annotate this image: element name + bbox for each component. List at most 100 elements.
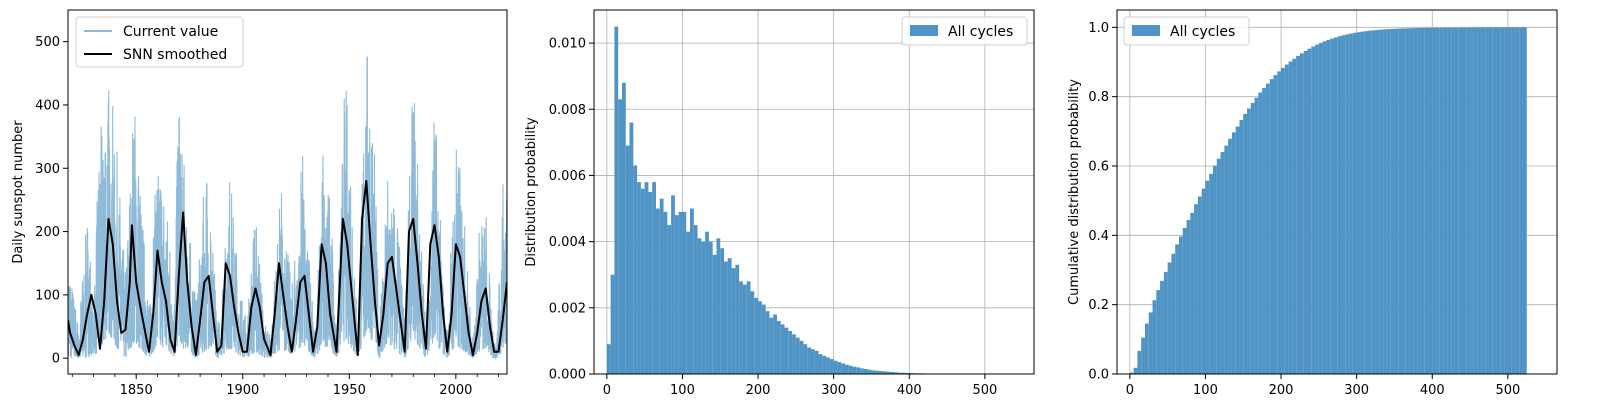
legend-box — [901, 16, 1028, 46]
histogram-bar — [795, 337, 800, 374]
histogram-bar — [720, 248, 725, 374]
histogram-bar — [621, 82, 626, 375]
cumulative-bar — [1462, 27, 1467, 375]
cumulative-bar — [1277, 71, 1282, 374]
cumulative-bar — [1231, 132, 1236, 374]
histogram-bar — [894, 372, 898, 374]
histogram-bar — [844, 364, 849, 374]
histogram-bar — [788, 330, 793, 374]
cumulative-bar — [1470, 27, 1474, 374]
cumulative-bar — [1447, 27, 1452, 375]
histogram-bar — [852, 366, 857, 374]
y-tick-label: 100 — [35, 288, 60, 303]
histogram-bar — [693, 225, 698, 374]
histogram-bar — [655, 208, 660, 374]
x-tick-label: 300 — [821, 383, 846, 398]
cumulative-bar — [1311, 46, 1316, 375]
histogram-bar — [610, 274, 615, 374]
histogram-bar — [625, 145, 630, 374]
histogram-bar — [674, 215, 679, 374]
cumulative-bar — [1439, 27, 1444, 375]
cumulative-bar — [1413, 28, 1418, 374]
histogram-bar — [735, 264, 740, 374]
cumulative-bar — [1281, 67, 1285, 375]
cumulative-bar — [1186, 220, 1191, 374]
histogram-bar — [848, 365, 853, 374]
x-tick-label: 2000 — [439, 383, 472, 398]
histogram-bar — [637, 182, 641, 374]
cumulative-bar — [1341, 35, 1346, 375]
cumulative-bar — [1436, 27, 1440, 375]
histogram-bar — [697, 238, 702, 374]
cumulative-bar — [1386, 29, 1391, 374]
cumulative-bar — [1273, 75, 1278, 375]
cumulative-bar — [1209, 173, 1214, 374]
histogram-bar — [769, 317, 774, 374]
legend: Current value SNN smoothed — [75, 16, 244, 68]
cumulative-bar — [1296, 55, 1300, 374]
cumulative-bar — [1262, 87, 1266, 374]
cumulative-bar — [1364, 31, 1368, 375]
histogram-bar — [606, 344, 611, 374]
cumulative-bar — [1417, 27, 1421, 374]
x-tick-label: 200 — [746, 383, 771, 398]
cumulative-bar — [1144, 323, 1149, 374]
cumulative-bar — [1345, 34, 1350, 375]
histogram-bar — [875, 370, 880, 374]
cumulative-bar — [1473, 27, 1478, 375]
plot-frame — [67, 9, 508, 375]
y-tick-label: 400 — [35, 98, 60, 113]
histogram-bar — [837, 362, 842, 374]
y-tick-label: 200 — [35, 225, 60, 240]
cumulative-bar — [1190, 212, 1195, 374]
cumulative-bar — [1367, 30, 1372, 375]
histogram-bar — [686, 231, 691, 374]
cumulative-bar — [1265, 83, 1270, 374]
histogram-bar — [897, 372, 902, 374]
histogram-bar — [758, 301, 762, 374]
y-axis-label: Daily sunspot number — [11, 120, 26, 264]
histogram-bar — [716, 238, 721, 374]
histogram-bar — [629, 122, 634, 374]
histogram-bar — [860, 368, 864, 374]
histogram-bar — [682, 211, 687, 374]
y-tick-label: 0.008 — [549, 103, 586, 118]
legend-box — [1123, 16, 1250, 46]
cumulative-bar — [1428, 27, 1433, 375]
cumulative-bar — [1250, 102, 1255, 375]
cumulative-bar — [1424, 27, 1429, 374]
histogram-bar — [690, 208, 694, 374]
histogram-bar — [750, 291, 755, 374]
cumulative-bar — [1458, 27, 1463, 374]
histogram-bar — [822, 355, 827, 374]
histogram-bar — [742, 284, 747, 374]
cumulative-bar — [1315, 44, 1319, 374]
histogram-bar — [826, 357, 830, 374]
cumulative-bar — [1288, 61, 1293, 374]
x-tick-label: 500 — [972, 383, 997, 398]
y-tick-label: 300 — [35, 162, 60, 177]
histogram-bar — [618, 99, 622, 374]
cumulative-bar — [1307, 48, 1312, 374]
cumulative-bar — [1409, 28, 1414, 375]
x-tick-label: 500 — [1495, 383, 1520, 398]
cumulative-bar — [1129, 372, 1134, 374]
cumulative-bar — [1420, 27, 1425, 375]
y-tick-label: 0 — [52, 352, 60, 367]
histogram-bar — [807, 347, 811, 374]
cumulative-bar — [1152, 300, 1157, 374]
cumulative-bar — [1504, 27, 1508, 374]
y-tick-label: 0.002 — [549, 301, 586, 316]
cumulative-bar — [1284, 64, 1289, 375]
cumulative-bar — [1333, 37, 1338, 374]
cumulative-bar — [1137, 350, 1142, 374]
x-tick-label: 200 — [1269, 383, 1294, 398]
legend-swatch-all-cycles — [1132, 25, 1160, 36]
histogram-bar — [652, 182, 656, 374]
cumulative-bar — [1182, 227, 1187, 374]
cumulative-bar — [1228, 138, 1232, 374]
cumulative-bar — [1466, 27, 1471, 374]
histogram-bar — [739, 281, 743, 374]
histogram-bar — [841, 363, 845, 374]
cumulative-bar — [1148, 312, 1153, 374]
